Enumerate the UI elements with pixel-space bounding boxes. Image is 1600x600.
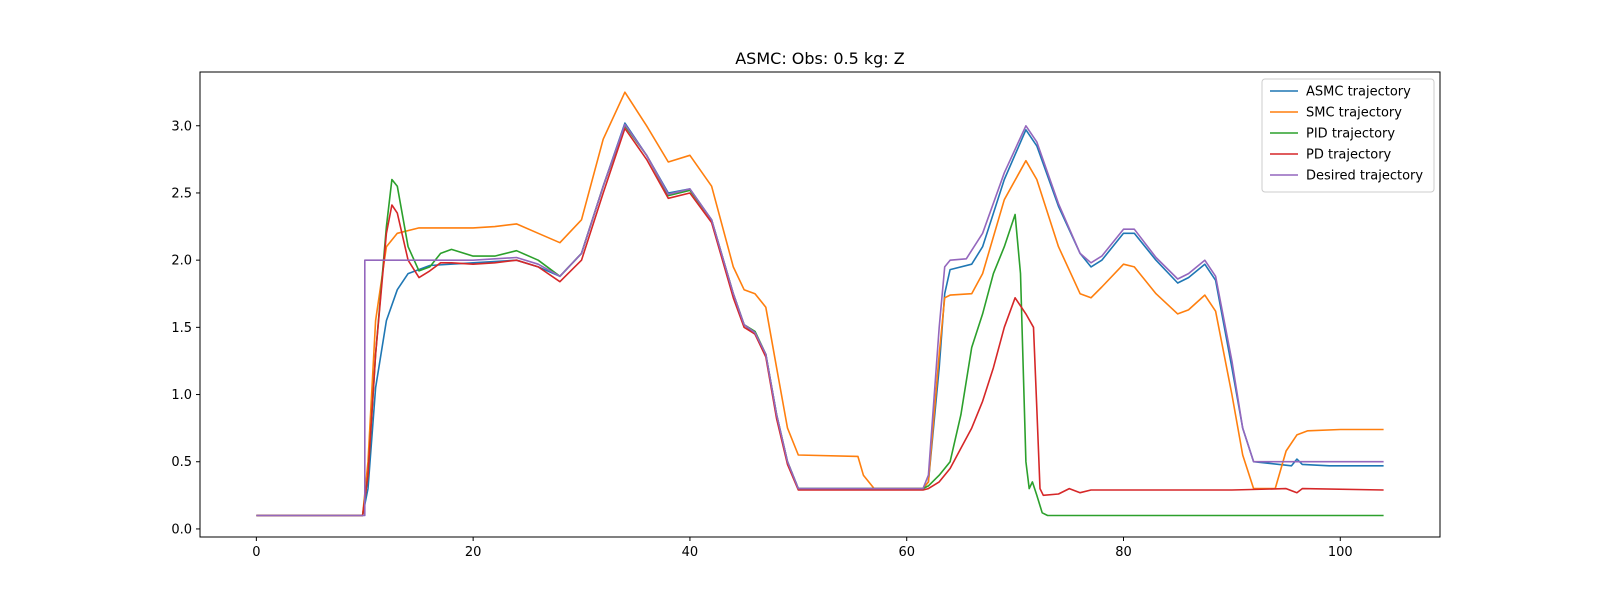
x-tick-label: 100	[1328, 545, 1353, 560]
y-tick-label: 1.5	[171, 321, 192, 336]
series-layer	[256, 91, 1384, 517]
y-tick-label: 2.5	[171, 186, 192, 201]
x-tick-label: 20	[465, 545, 482, 560]
x-axis: 0 20 40 60 80 100	[252, 537, 1353, 560]
legend-label: SMC trajectory	[1306, 106, 1402, 121]
y-tick-label: 3.0	[171, 119, 192, 134]
y-tick-label: 0.0	[171, 522, 192, 537]
legend-label: Desired trajectory	[1306, 169, 1423, 184]
y-axis: 0.0 0.5 1.0 1.5 2.0 2.5 3.0	[171, 119, 200, 537]
legend-label: ASMC trajectory	[1306, 85, 1411, 100]
y-tick-label: 1.0	[171, 388, 192, 403]
x-tick-label: 60	[898, 545, 915, 560]
legend-label: PID trajectory	[1306, 127, 1395, 142]
series-line-0	[256, 122, 1384, 517]
y-tick-label: 2.0	[171, 254, 192, 269]
series-line-2	[256, 125, 1384, 517]
series-line-4	[256, 123, 1384, 517]
series-line-3	[256, 127, 1384, 517]
plot-frame	[199, 71, 1441, 538]
x-tick-label: 0	[252, 545, 260, 560]
legend-label: PD trajectory	[1306, 148, 1392, 163]
y-tick-label: 0.5	[171, 455, 192, 470]
legend: ASMC trajectory SMC trajectory PID traject…	[1261, 78, 1435, 193]
x-tick-label: 80	[1115, 545, 1132, 560]
series-line-1	[256, 91, 1384, 517]
x-tick-label: 40	[682, 545, 699, 560]
legend-box	[1261, 78, 1435, 193]
chart-title: ASMC: Obs: 0.5 kg: Z	[735, 49, 905, 68]
